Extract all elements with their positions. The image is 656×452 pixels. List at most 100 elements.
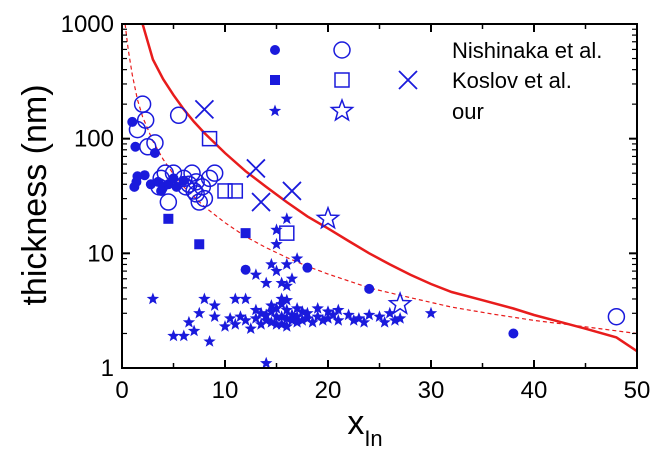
open-circle-point [133,95,152,113]
filled-star-point [270,317,283,330]
open-circle-point [607,307,626,326]
filled-star-point [275,317,288,330]
filled-star-point [321,305,335,317]
filled-star-point [198,292,211,305]
filled-star-point [378,315,391,328]
filled-star-point [244,322,257,334]
filled-star-point [177,329,190,342]
open-square-point [227,183,244,199]
filled-star-point [193,306,206,319]
filled-star-point [388,313,402,326]
x-axis-label: xIn [347,404,382,451]
filled-star-point [280,320,293,332]
filled-circle-point [240,264,251,275]
filled-star-point [187,324,201,337]
y-tick-label: 1000 [61,11,114,38]
open-square-point [279,225,295,241]
legend-label-nishinaka: Nishinaka et al. [452,38,602,63]
x-axis-label-subscript: In [364,426,382,451]
filled-star-point [265,257,278,270]
y-tick-label: 100 [74,126,114,153]
legend-cross-symbol [398,70,418,90]
open-circle-point [146,134,164,152]
open-square-point [217,183,233,199]
filled-star-point [342,308,355,321]
filled-star-point [182,315,196,328]
filled-star-point [424,306,438,319]
cross-point [246,158,266,179]
filled-star-point [234,310,247,322]
open-star-point [315,205,341,230]
legend-label-koslov: Koslov et al. [452,68,572,93]
filled-star-point [249,312,263,324]
filled-star-point [265,299,278,311]
open-circle-point [136,111,155,129]
filled-star-point [167,329,180,342]
filled-star-point [265,315,278,328]
open-star-point [387,291,413,315]
filled-star-point [208,299,221,311]
legend-label-our: our [452,99,484,124]
x-tick-label: 20 [315,377,342,404]
filled-star-point [285,313,299,326]
cross-point [251,192,271,212]
filled-star-point [275,310,288,322]
filled-star-point [280,312,293,324]
legend-open-star-symbol [329,97,355,122]
filled-star-point [265,305,278,317]
filled-star-point [280,279,293,292]
filled-star-point [229,292,242,305]
filled-star-point [239,292,252,305]
filled-star-point [321,312,335,324]
filled-star-point [260,356,273,368]
legend: Nishinaka et al. Koslov et al. our [268,38,602,124]
filled-star-point [316,313,329,326]
filled-star-point [260,313,273,326]
legend-filled-square-symbol [270,75,280,85]
filled-star-point [363,308,376,321]
filled-star-point [280,303,293,316]
legend-filled-star-symbol [268,104,282,117]
filled-star-point [290,315,304,328]
filled-star-point [311,310,324,322]
filled-star-point [383,306,396,319]
filled-circle-point [508,328,519,339]
filled-star-point [270,237,283,250]
filled-square-point [240,228,251,239]
open-circle-point [200,169,219,188]
x-tick-label: 10 [212,377,239,404]
filled-star-point [352,312,366,324]
filled-star-point [285,272,299,284]
open-circle-point [152,169,170,188]
filled-star-point [270,264,283,277]
open-circle-point [159,193,178,211]
filled-star-point [280,212,293,225]
open-circle-point [150,178,168,196]
filled-star-point [327,308,340,321]
x-tick-label: 0 [115,377,128,404]
x-tick-label: 30 [418,377,445,404]
filled-circle-point [131,176,142,187]
filled-star-point [208,310,221,322]
filled-star-point [296,313,309,326]
legend-open-square-symbol [334,72,350,88]
filled-star-point [290,302,304,314]
filled-star-point [275,276,288,289]
filled-circle-point [127,116,138,127]
filled-star-point [270,310,283,322]
filled-star-point [347,313,360,326]
filled-star-point [249,303,263,316]
filled-square-point [163,213,174,224]
open-circle-point [164,164,183,182]
filled-star-point [357,315,371,328]
filled-star-point [254,306,268,319]
filled-star-point [218,320,232,332]
legend-open-circle-symbol [333,41,351,59]
filled-star-point [275,297,288,310]
points-layer [127,95,626,368]
cross-point [194,99,215,120]
filled-star-point [229,317,242,330]
filled-star-point [306,315,319,328]
filled-star-point [332,313,345,326]
